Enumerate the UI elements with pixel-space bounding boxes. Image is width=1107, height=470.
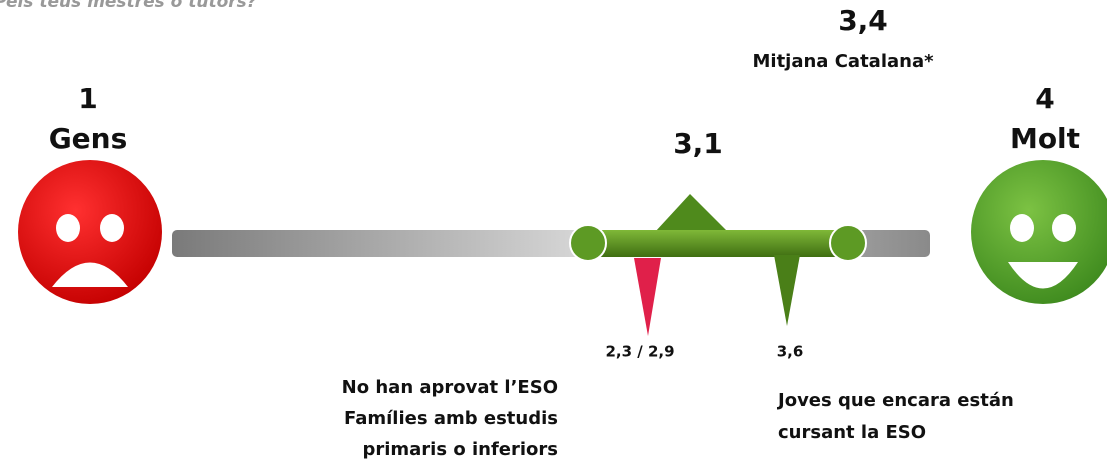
- range-end: [829, 224, 867, 262]
- average-value: 3,1: [673, 127, 723, 160]
- mouth: [52, 262, 128, 287]
- range-start: [569, 224, 607, 262]
- eye: [56, 214, 80, 242]
- eye: [1052, 214, 1076, 242]
- question: Pels teus mestres o tutors?: [0, 0, 257, 12]
- pointer-green: [774, 255, 800, 326]
- group-value: 3,6: [777, 343, 804, 361]
- group-text: Joves que encara están: [776, 390, 1014, 411]
- group-text: cursant la ESO: [778, 422, 926, 443]
- group-text: Famílies amb estudis: [344, 408, 558, 429]
- min-value: 1: [78, 82, 97, 115]
- catalan-average-value: 3,4: [838, 4, 888, 37]
- group-value: 2,3 / 2,9: [605, 343, 674, 361]
- group-text: No han aprovat l’ESO: [342, 377, 558, 398]
- eye: [100, 214, 124, 242]
- sad-face: [18, 160, 162, 304]
- average-pointer: [655, 194, 728, 232]
- eye: [1010, 214, 1034, 242]
- min-label: Gens: [49, 122, 128, 155]
- group-text: primaris o inferiors: [362, 439, 558, 460]
- catalan-average-label: Mitjana Catalana*: [752, 51, 934, 72]
- max-value: 4: [1035, 82, 1054, 115]
- range-bar: [588, 230, 848, 257]
- max-label: Molt: [1010, 122, 1080, 155]
- mouth: [1008, 262, 1078, 289]
- pointer-red: [634, 258, 661, 336]
